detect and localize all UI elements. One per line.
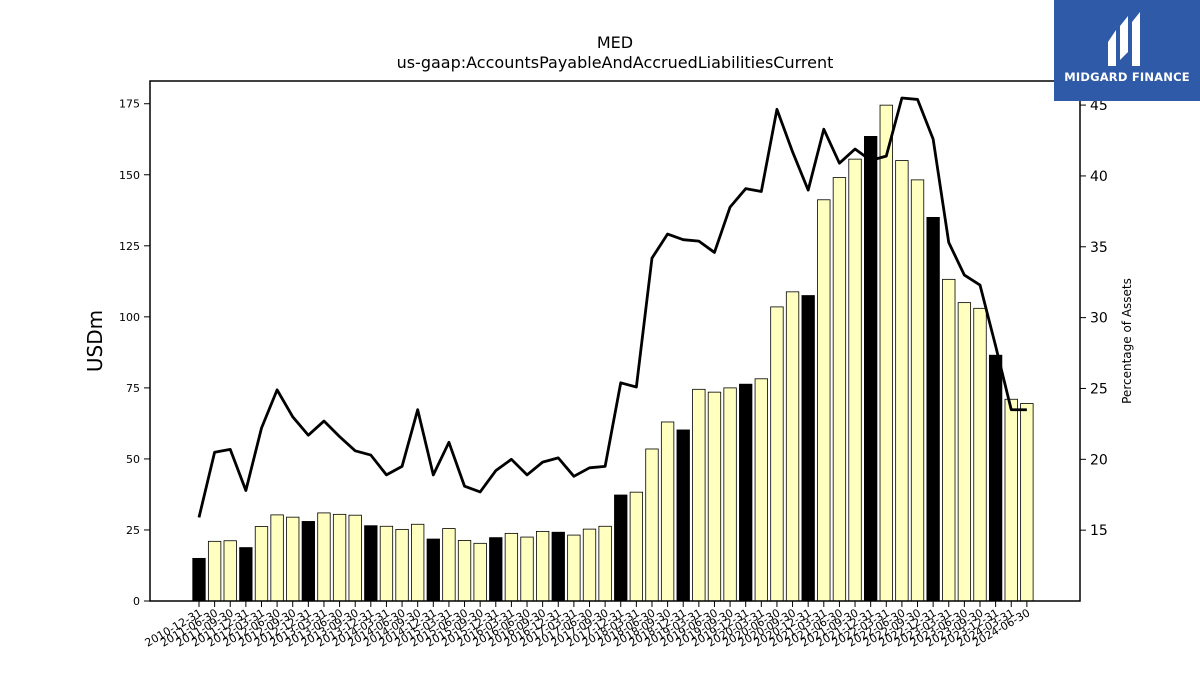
y2-tick-label: 20	[1090, 452, 1108, 468]
bar	[614, 494, 628, 602]
bar	[239, 547, 253, 602]
bar	[988, 354, 1003, 602]
bar	[957, 302, 972, 602]
left-axis-ticks: 0 25 50 75 100 125 150 175	[119, 98, 150, 608]
bar	[223, 540, 237, 602]
chart-subtitle: us-gaap:AccountsPayableAndAccruedLiabili…	[397, 53, 834, 72]
bar	[520, 536, 534, 602]
bar	[411, 523, 425, 602]
bar	[286, 516, 300, 602]
bar	[676, 429, 690, 602]
bar	[707, 391, 722, 602]
midgard-logo-icon	[1108, 12, 1140, 66]
bar	[973, 307, 987, 602]
bar	[660, 421, 675, 602]
plot-frame	[149, 80, 1081, 602]
bar	[832, 177, 847, 602]
bar-series	[192, 104, 1034, 602]
percentage-line	[197, 96, 1027, 518]
bar	[207, 540, 222, 602]
bar	[442, 528, 456, 602]
bar	[1004, 398, 1018, 602]
bar	[426, 538, 440, 602]
y2-tick-label: 15	[1090, 523, 1108, 539]
bar	[645, 448, 659, 602]
bar	[817, 199, 831, 602]
bar	[395, 528, 409, 602]
bar	[864, 136, 878, 602]
right-axis-ticks: 15 20 25 30 35 40 45	[1080, 98, 1108, 539]
y2-tick-label: 45	[1090, 98, 1108, 114]
bar	[473, 542, 487, 602]
bar	[1020, 403, 1034, 602]
bar	[770, 306, 784, 602]
bar	[348, 514, 362, 602]
bar	[785, 291, 800, 602]
bar	[379, 525, 394, 602]
y-axis-label: USDm	[83, 310, 107, 372]
bar	[801, 295, 815, 602]
y-tick-label: 50	[126, 453, 140, 466]
y2-tick-label: 25	[1090, 381, 1108, 397]
bar	[489, 537, 503, 602]
bar	[582, 528, 597, 602]
bar	[254, 526, 269, 602]
bar	[457, 540, 472, 602]
bar	[504, 532, 519, 602]
y2-axis-label: Percentage of Assets	[1120, 278, 1134, 404]
bar	[317, 512, 331, 602]
bar	[535, 530, 550, 602]
bar	[301, 521, 315, 602]
bar	[942, 278, 956, 602]
line-series	[197, 96, 1027, 518]
bar	[723, 387, 737, 602]
y2-tick-label: 30	[1090, 311, 1108, 327]
bar	[270, 514, 284, 602]
bar	[895, 160, 909, 602]
y-tick-label: 25	[126, 524, 140, 537]
bar	[598, 525, 612, 602]
bar	[567, 534, 581, 602]
y-tick-label: 175	[119, 98, 140, 111]
bar	[629, 491, 644, 602]
bar	[879, 104, 893, 602]
bar	[926, 216, 940, 602]
y2-tick-label: 40	[1090, 169, 1108, 185]
y-tick-label: 150	[119, 169, 140, 182]
bar	[739, 383, 753, 602]
bar	[848, 158, 862, 602]
y-tick-label: 75	[126, 382, 140, 395]
bar	[332, 513, 347, 602]
bar	[364, 525, 378, 602]
bar	[754, 378, 768, 602]
bar	[192, 557, 206, 602]
logo-text: MIDGARD FINANCE	[1064, 70, 1190, 84]
y-tick-label: 125	[119, 240, 140, 253]
y-tick-label: 100	[119, 311, 140, 324]
chart-title: MED	[597, 33, 633, 52]
y2-tick-label: 35	[1090, 240, 1108, 256]
bar	[692, 388, 706, 602]
bar	[910, 179, 925, 602]
x-axis-ticks: 2010-12-312011-06-302011-09-302011-12-31…	[143, 601, 1032, 650]
brand-logo: MIDGARD FINANCE	[1054, 0, 1200, 101]
bar	[551, 531, 565, 602]
y-tick-label: 0	[133, 595, 140, 608]
